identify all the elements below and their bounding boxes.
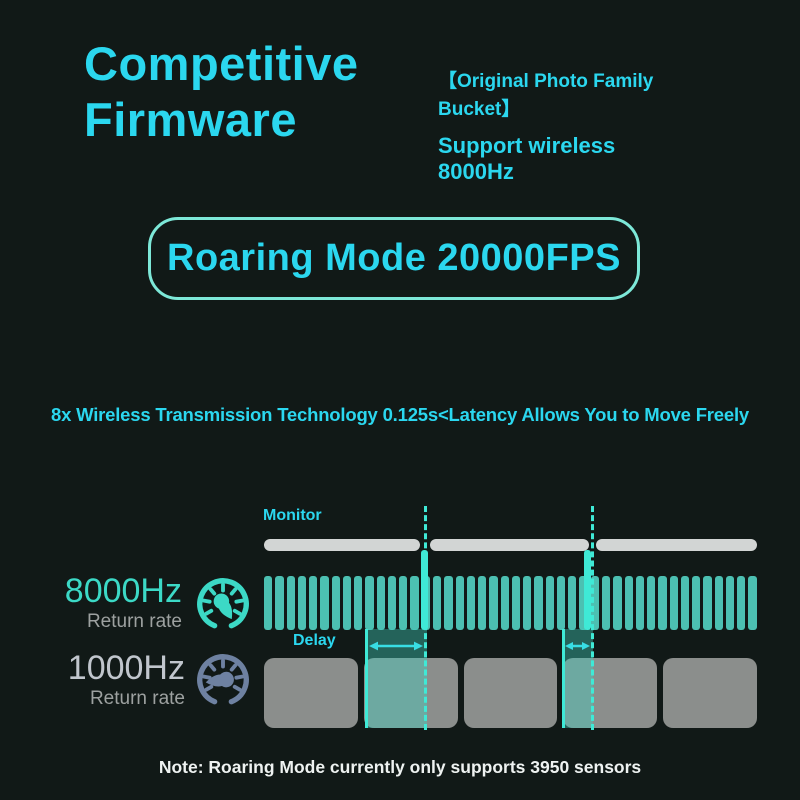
poll-block: [463, 658, 558, 728]
poll-bar: [444, 576, 453, 630]
monitor-label: Monitor: [263, 507, 322, 524]
delay-arrow-icon: [368, 639, 424, 658]
poll-bar: [354, 576, 363, 630]
poll-bar: [568, 576, 577, 630]
speedometer-icon: [191, 649, 255, 711]
roaring-mode-badge: Roaring Mode 20000FPS: [148, 217, 640, 300]
delay-label: Delay: [293, 632, 336, 649]
poll-block: [363, 658, 458, 728]
delay-arrow-icon: [564, 639, 591, 658]
rate-label-1000hz: 1000Hz Return rate: [55, 651, 185, 708]
poll-bar: [748, 576, 757, 630]
poll-bar: [714, 576, 723, 630]
roaring-mode-label: Roaring Mode 20000FPS: [167, 237, 621, 279]
poll-bar: [658, 576, 667, 630]
poll-bar: [579, 576, 588, 630]
poll-bar: [309, 576, 318, 630]
poll-bar: [432, 576, 442, 630]
rate-value: 8000Hz: [64, 572, 182, 610]
vsync-dashed-line: [424, 506, 427, 730]
poll-bar: [669, 576, 678, 630]
poll-bar: [376, 576, 385, 630]
poll-bar: [264, 576, 273, 630]
poll-bar: [489, 576, 498, 630]
header-right: 【Original Photo Family Bucket】 Support w…: [438, 68, 696, 185]
poll-bar: [275, 576, 284, 630]
poll-block: [563, 658, 658, 728]
poll-bar: [534, 576, 543, 630]
tagline-text: 【Original Photo Family Bucket】: [438, 71, 654, 120]
monitor-bar-segment: [596, 539, 757, 551]
rate-label-8000hz: 8000Hz Return rate: [52, 574, 182, 631]
poll-bar: [624, 576, 633, 630]
footnote: Note: Roaring Mode currently only suppor…: [158, 757, 642, 777]
page-title: Competitive Firmware: [84, 37, 359, 147]
poll-bar: [410, 576, 419, 630]
poll-bar: [545, 576, 554, 630]
poll-bar: [523, 576, 532, 630]
poll-bar: [455, 576, 464, 630]
poll-bar: [680, 576, 690, 630]
poll-block: [264, 658, 358, 728]
poll-bar: [737, 576, 746, 630]
poll-bar: [297, 576, 307, 630]
poll-bar: [725, 576, 735, 630]
poll-bar: [500, 576, 509, 630]
speedometer-icon: [191, 573, 255, 635]
fast-bar-row: [264, 576, 757, 630]
vsync-dashed-line: [591, 506, 594, 730]
feature-line: 8x Wireless Transmission Technology 0.12…: [51, 404, 749, 425]
poll-bar: [331, 576, 340, 630]
poll-block: [663, 658, 757, 728]
poll-bar: [399, 576, 408, 630]
rate-sublabel: Return rate: [89, 687, 185, 709]
rate-value: 1000Hz: [67, 649, 185, 687]
monitor-bar-segment: [264, 539, 420, 551]
poll-bar: [703, 576, 712, 630]
poll-bar: [342, 576, 352, 630]
poll-bar: [320, 576, 329, 630]
poll-bar: [601, 576, 611, 630]
poll-bar: [635, 576, 645, 630]
poll-bar: [692, 576, 701, 630]
rate-sublabel: Return rate: [86, 610, 182, 632]
poll-bar: [387, 576, 397, 630]
poll-bar: [286, 576, 295, 630]
poll-bar: [613, 576, 622, 630]
poll-bar: [466, 576, 476, 630]
poll-bar: [511, 576, 521, 630]
poll-bar: [478, 576, 487, 630]
monitor-bar-segment: [430, 539, 589, 551]
support-text: Support wireless 8000Hz: [438, 133, 616, 185]
poll-bar: [365, 576, 374, 630]
poll-bar: [590, 576, 599, 630]
poll-bar: [556, 576, 566, 630]
refresh-pulse-bar: [584, 550, 591, 630]
slow-block-row: [264, 658, 757, 728]
poll-bar: [647, 576, 656, 630]
